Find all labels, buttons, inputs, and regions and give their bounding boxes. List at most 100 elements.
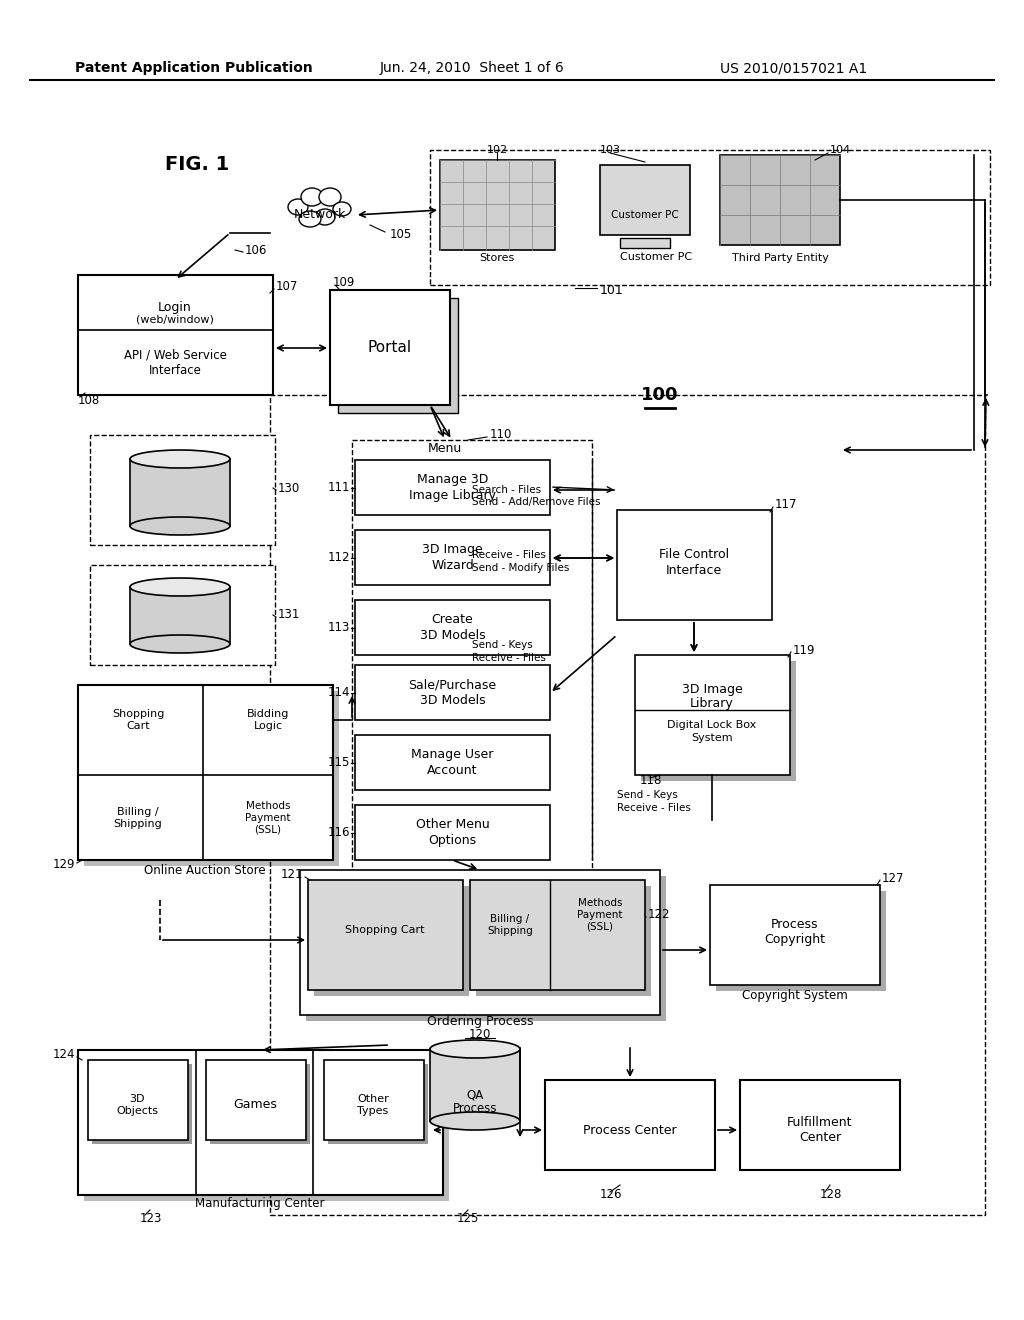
Text: Customer PC: Customer PC — [620, 252, 692, 261]
Text: 126: 126 — [600, 1188, 623, 1201]
Ellipse shape — [319, 187, 341, 206]
Ellipse shape — [288, 206, 352, 234]
Text: Account: Account — [427, 764, 478, 777]
Bar — [78, 275, 273, 395]
Text: File Control: File Control — [658, 549, 729, 561]
Ellipse shape — [130, 450, 230, 469]
Bar — [430, 150, 990, 285]
Text: 111: 111 — [328, 480, 350, 494]
Text: 131: 131 — [278, 609, 300, 622]
Text: Manage 3D: Manage 3D — [417, 473, 488, 486]
Text: Receive - Files: Receive - Files — [472, 653, 546, 663]
Text: Billing /
Shipping: Billing / Shipping — [114, 808, 163, 829]
Text: Manage User: Manage User — [412, 748, 494, 762]
Text: API / Web Service: API / Web Service — [124, 348, 226, 362]
Text: Online Auction Store: Online Auction Store — [144, 863, 266, 876]
Text: Wizard: Wizard — [431, 558, 474, 572]
Text: 3D Image: 3D Image — [682, 684, 742, 697]
Ellipse shape — [130, 578, 230, 597]
Text: Methods
Payment
(SSL): Methods Payment (SSL) — [578, 899, 623, 932]
Bar — [92, 1064, 193, 1144]
Text: Menu: Menu — [428, 441, 462, 454]
Bar — [210, 1064, 310, 1144]
Bar — [355, 601, 550, 655]
Bar — [620, 238, 670, 248]
Text: Interface: Interface — [666, 564, 722, 577]
Bar — [324, 1060, 424, 1140]
Bar — [716, 891, 886, 991]
Text: Sale/Purchase: Sale/Purchase — [409, 678, 497, 690]
Bar — [352, 440, 592, 900]
Text: Send - Modify Files: Send - Modify Files — [472, 564, 569, 573]
Text: 122: 122 — [648, 908, 671, 921]
Bar — [355, 805, 550, 861]
Text: Patent Application Publication: Patent Application Publication — [75, 61, 312, 75]
Bar — [617, 510, 772, 620]
Text: Manufacturing Center: Manufacturing Center — [196, 1196, 325, 1209]
Bar — [300, 870, 660, 1015]
Text: Network: Network — [294, 209, 346, 222]
Text: Process: Process — [453, 1101, 498, 1114]
Bar — [90, 436, 275, 545]
Text: Ordering Process: Ordering Process — [427, 1015, 534, 1028]
Text: 125: 125 — [457, 1212, 479, 1225]
Text: Stores: Stores — [479, 253, 515, 263]
Text: Process: Process — [771, 919, 819, 932]
Bar — [90, 565, 275, 665]
Text: 116: 116 — [328, 826, 350, 840]
Text: 108: 108 — [78, 393, 100, 407]
Bar — [600, 165, 690, 235]
Bar — [635, 655, 790, 775]
Text: Image Library: Image Library — [409, 488, 496, 502]
Text: 112: 112 — [328, 550, 350, 564]
Bar — [720, 154, 840, 246]
Ellipse shape — [130, 635, 230, 653]
Text: Other
Types: Other Types — [357, 1094, 389, 1115]
Bar — [355, 459, 550, 515]
Text: Process Center: Process Center — [584, 1123, 677, 1137]
Text: 3D
Objects: 3D Objects — [116, 1094, 158, 1115]
Text: 104: 104 — [830, 145, 851, 154]
Text: Digital Lock Box: Digital Lock Box — [668, 719, 757, 730]
Text: Games: Games — [233, 1098, 276, 1111]
Text: Options: Options — [428, 834, 476, 847]
Bar — [78, 685, 333, 861]
Text: Library: Library — [690, 697, 734, 710]
Ellipse shape — [299, 211, 321, 227]
Bar — [88, 1060, 188, 1140]
Bar — [330, 290, 450, 405]
Text: 106: 106 — [245, 243, 267, 256]
Bar — [430, 1049, 520, 1121]
Bar — [78, 1049, 443, 1195]
Text: 103: 103 — [599, 145, 621, 154]
Bar — [355, 531, 550, 585]
Text: Billing /
Shipping: Billing / Shipping — [487, 915, 532, 936]
Text: Fulfillment
Center: Fulfillment Center — [787, 1115, 853, 1144]
Text: Jun. 24, 2010  Sheet 1 of 6: Jun. 24, 2010 Sheet 1 of 6 — [380, 61, 565, 75]
Bar — [740, 1080, 900, 1170]
Bar — [84, 1056, 449, 1201]
Text: 118: 118 — [640, 774, 663, 787]
Text: System: System — [691, 733, 733, 743]
Text: 3D Image: 3D Image — [422, 543, 483, 556]
Text: Portal: Portal — [368, 341, 412, 355]
Bar — [206, 1060, 306, 1140]
Bar — [130, 459, 230, 525]
Text: Receive - Files: Receive - Files — [472, 550, 546, 560]
Text: (web/window): (web/window) — [136, 315, 214, 325]
Text: Methods
Payment
(SSL): Methods Payment (SSL) — [246, 801, 291, 834]
Text: Copyright: Copyright — [765, 933, 825, 946]
Text: Login: Login — [158, 301, 191, 314]
Bar — [84, 690, 339, 866]
Text: Search - Files: Search - Files — [472, 484, 541, 495]
Text: 130: 130 — [278, 482, 300, 495]
Text: QA: QA — [466, 1089, 483, 1101]
Bar — [355, 665, 550, 719]
Text: Other Menu: Other Menu — [416, 818, 489, 832]
Text: 120: 120 — [469, 1028, 492, 1041]
Text: 124: 124 — [52, 1048, 75, 1061]
Text: 121: 121 — [281, 869, 303, 882]
Text: 105: 105 — [390, 228, 413, 242]
Bar — [328, 1064, 428, 1144]
Bar — [130, 587, 230, 644]
